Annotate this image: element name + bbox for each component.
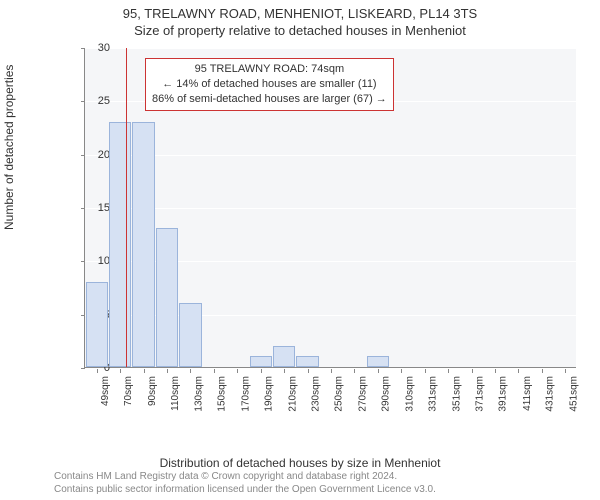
x-tick-mark [565, 369, 566, 373]
y-tick-mark [81, 208, 85, 209]
x-tick-label: 351sqm [451, 376, 462, 412]
y-tick-mark [81, 48, 85, 49]
x-tick-mark [214, 369, 215, 373]
x-tick-label: 431sqm [545, 376, 556, 412]
plot-area: 05101520253049sqm70sqm90sqm110sqm130sqm1… [84, 48, 576, 368]
histogram-bar [132, 122, 154, 367]
x-tick-label: 290sqm [381, 376, 392, 412]
histogram-bar [273, 346, 295, 367]
marker-line [126, 48, 127, 367]
x-tick-label: 130sqm [193, 376, 204, 412]
x-tick-label: 70sqm [123, 376, 134, 406]
y-tick-mark [81, 261, 85, 262]
chart-title-main: 95, TRELAWNY ROAD, MENHENIOT, LISKEARD, … [0, 0, 600, 21]
x-tick-label: 411sqm [521, 376, 532, 411]
annotation-line-1: 95 TRELAWNY ROAD: 74sqm [152, 62, 387, 77]
histogram-bar [179, 303, 201, 367]
footer-note: Contains HM Land Registry data © Crown c… [54, 470, 436, 496]
gridline [85, 208, 576, 209]
y-tick-mark [81, 101, 85, 102]
x-tick-mark [97, 369, 98, 373]
y-tick-mark [81, 155, 85, 156]
y-tick-label: 15 [86, 202, 110, 214]
histogram-bar [109, 122, 131, 367]
x-tick-mark [542, 369, 543, 373]
histogram-bar [156, 228, 178, 367]
histogram-bar [367, 356, 389, 367]
gridline [85, 48, 576, 49]
x-tick-mark [308, 369, 309, 373]
footer-line-2: Contains public sector information licen… [54, 483, 436, 496]
y-tick-label: 30 [86, 42, 110, 54]
x-tick-label: 150sqm [217, 376, 228, 412]
x-tick-label: 110sqm [170, 376, 181, 411]
x-tick-label: 371sqm [475, 376, 486, 412]
gridline [85, 155, 576, 156]
x-tick-mark [495, 369, 496, 373]
x-tick-label: 230sqm [311, 376, 322, 412]
x-tick-mark [190, 369, 191, 373]
x-tick-mark [448, 369, 449, 373]
x-tick-label: 331sqm [428, 376, 439, 412]
x-tick-label: 190sqm [264, 376, 275, 412]
x-tick-mark [237, 369, 238, 373]
x-tick-mark [284, 369, 285, 373]
x-tick-mark [144, 369, 145, 373]
histogram-bar [86, 282, 108, 367]
x-tick-label: 210sqm [287, 376, 298, 412]
x-tick-mark [472, 369, 473, 373]
x-axis-label: Distribution of detached houses by size … [0, 456, 600, 470]
x-tick-mark [354, 369, 355, 373]
y-tick-label: 20 [86, 149, 110, 161]
y-axis-label: Number of detached properties [2, 65, 16, 230]
y-tick-mark [81, 315, 85, 316]
x-tick-label: 270sqm [357, 376, 368, 412]
x-tick-label: 451sqm [568, 376, 579, 412]
x-tick-label: 49sqm [100, 376, 111, 406]
chart-region: 05101520253049sqm70sqm90sqm110sqm130sqm1… [54, 48, 576, 418]
x-tick-mark [378, 369, 379, 373]
x-tick-mark [331, 369, 332, 373]
x-tick-label: 170sqm [240, 376, 251, 412]
x-tick-mark [518, 369, 519, 373]
x-tick-mark [401, 369, 402, 373]
y-tick-label: 10 [86, 255, 110, 267]
chart-title-sub: Size of property relative to detached ho… [0, 21, 600, 38]
y-tick-mark [81, 368, 85, 369]
y-tick-label: 25 [86, 95, 110, 107]
x-tick-label: 310sqm [404, 376, 415, 412]
x-tick-label: 250sqm [334, 376, 345, 412]
annotation-box: 95 TRELAWNY ROAD: 74sqm← 14% of detached… [145, 58, 394, 111]
annotation-line-2: ← 14% of detached houses are smaller (11… [152, 77, 387, 92]
x-tick-mark [425, 369, 426, 373]
footer-line-1: Contains HM Land Registry data © Crown c… [54, 470, 436, 483]
histogram-bar [296, 356, 318, 367]
x-tick-mark [167, 369, 168, 373]
annotation-line-3: 86% of semi-detached houses are larger (… [152, 92, 387, 107]
x-tick-mark [120, 369, 121, 373]
x-tick-mark [261, 369, 262, 373]
x-tick-label: 391sqm [498, 376, 509, 412]
histogram-bar [250, 356, 272, 367]
x-tick-label: 90sqm [147, 376, 158, 406]
